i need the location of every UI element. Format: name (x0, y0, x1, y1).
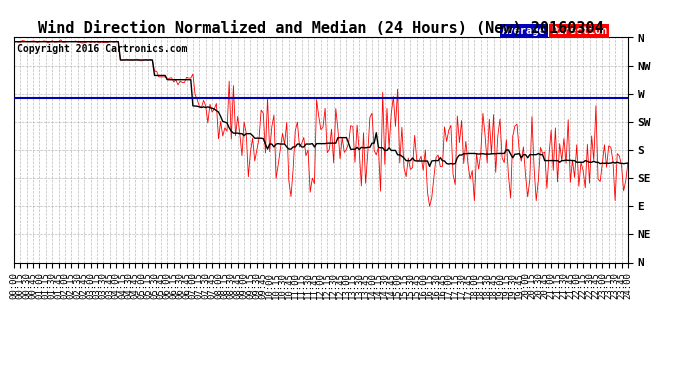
Text: Average: Average (502, 26, 546, 36)
Text: Copyright 2016 Cartronics.com: Copyright 2016 Cartronics.com (17, 44, 187, 54)
Text: Direction: Direction (551, 26, 607, 36)
Title: Wind Direction Normalized and Median (24 Hours) (New) 20160304: Wind Direction Normalized and Median (24… (38, 21, 604, 36)
